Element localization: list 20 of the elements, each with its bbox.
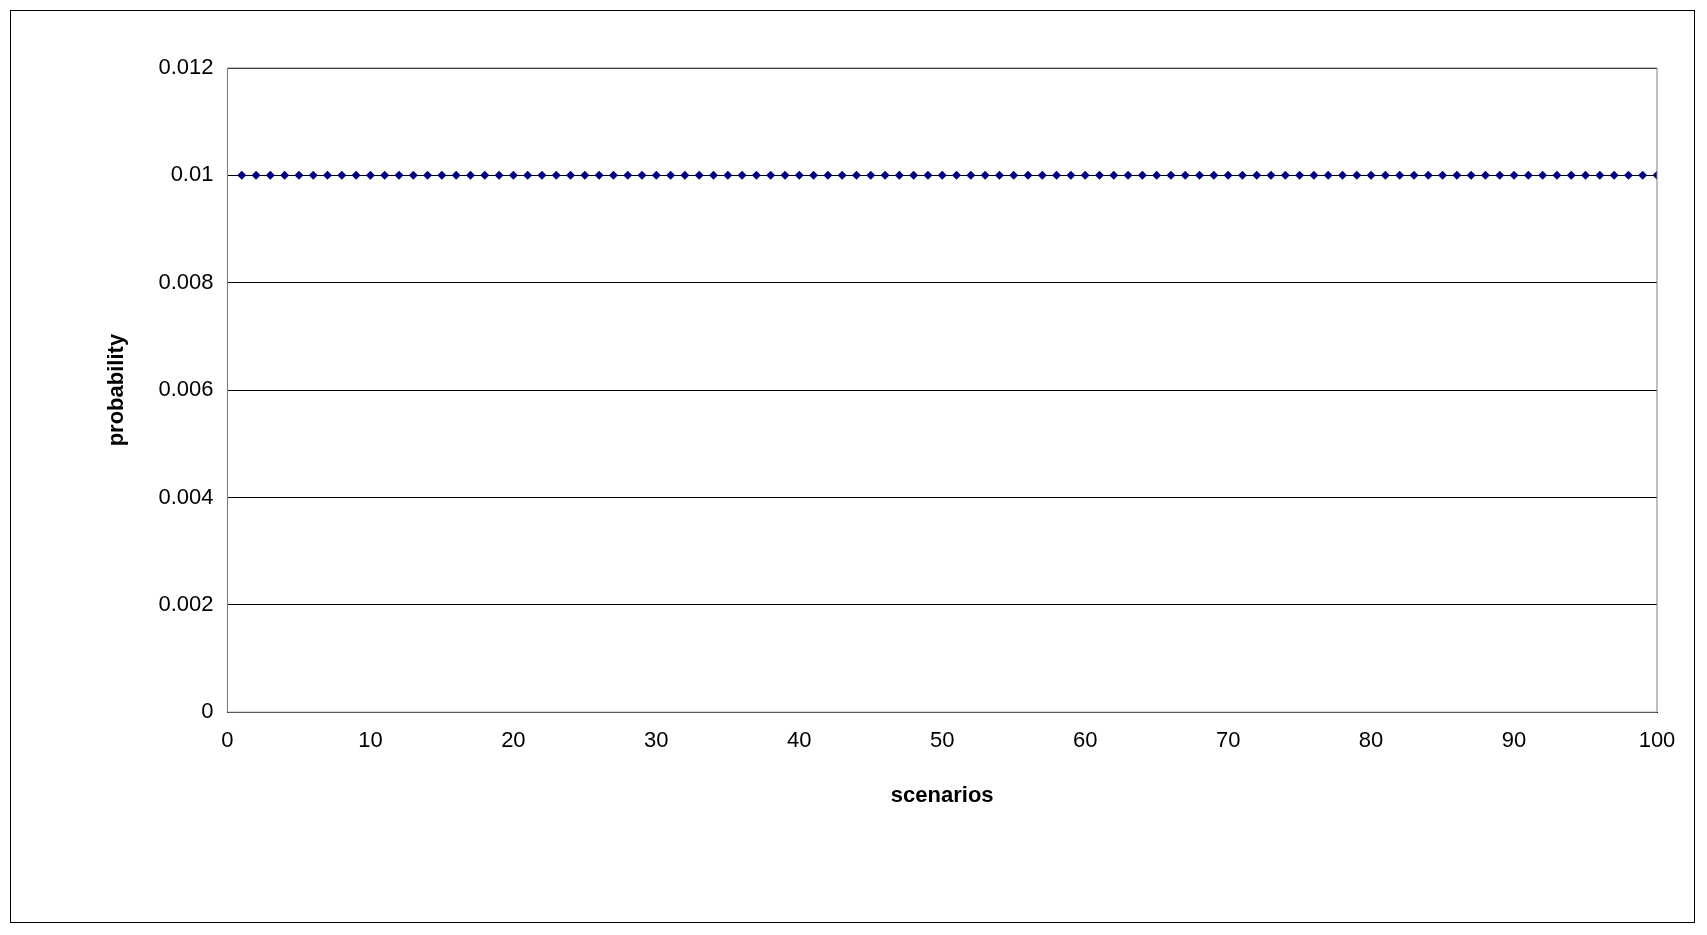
y-tick-label: 0.006 <box>158 376 214 402</box>
x-tick-label: 40 <box>787 727 812 753</box>
x-tick-label: 50 <box>929 727 955 753</box>
x-tick-label: 60 <box>1072 727 1098 753</box>
x-tick-label: 100 <box>1638 727 1676 753</box>
y-tick-label: 0.004 <box>158 483 214 509</box>
y-tick-label: 0.008 <box>158 268 214 294</box>
x-tick-label: 70 <box>1215 727 1241 753</box>
y-tick-label: 0.002 <box>158 590 214 616</box>
x-tick-label: 80 <box>1358 727 1384 753</box>
y-tick-label: 0.01 <box>170 161 214 187</box>
x-tick-label: 10 <box>358 727 383 753</box>
y-tick-label: 0 <box>201 698 214 724</box>
x-tick-label: 20 <box>501 727 526 753</box>
x-tick-label: 30 <box>644 727 669 753</box>
x-axis-title: scenarios <box>890 781 994 807</box>
x-tick-label: 90 <box>1501 727 1527 753</box>
x-tick-label: 0 <box>221 727 234 753</box>
y-tick-label: 0.012 <box>158 54 214 80</box>
y-axis-title: probability <box>103 333 129 447</box>
